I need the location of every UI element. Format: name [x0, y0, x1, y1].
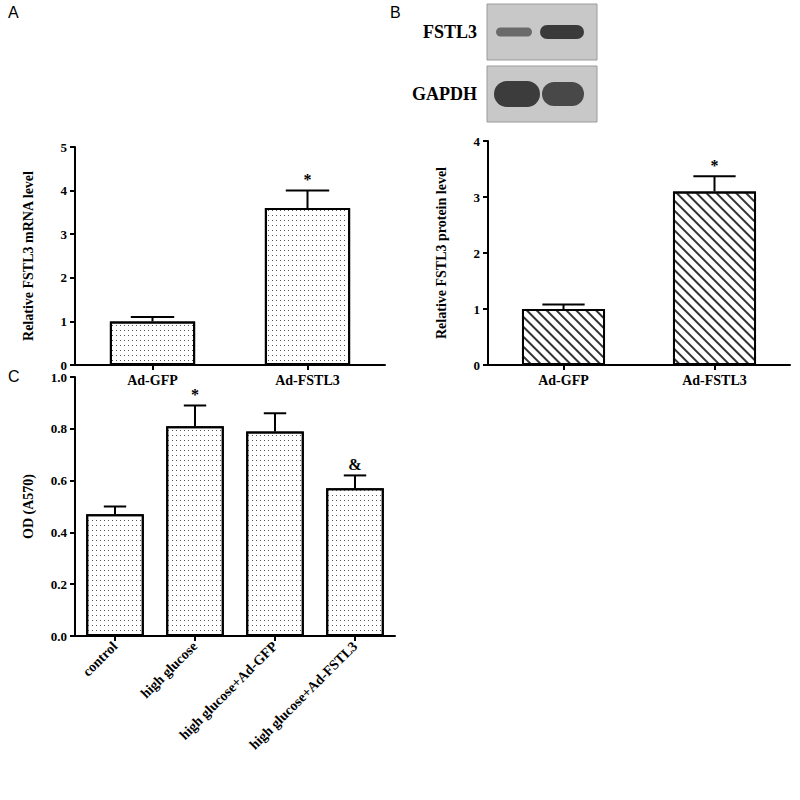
svg-text:4: 4 — [61, 183, 68, 198]
svg-text:high glucose+Ad-GFP: high glucose+Ad-GFP — [176, 638, 281, 743]
svg-text:control: control — [80, 639, 121, 680]
svg-text:*: * — [191, 386, 199, 403]
svg-text:2: 2 — [474, 246, 481, 261]
svg-text:3: 3 — [474, 190, 481, 205]
svg-text:0.2: 0.2 — [51, 577, 67, 592]
svg-text:1: 1 — [61, 314, 68, 329]
svg-text:1: 1 — [474, 302, 481, 317]
svg-text:A: A — [8, 4, 19, 21]
svg-text:0.0: 0.0 — [51, 629, 67, 644]
svg-text:GAPDH: GAPDH — [412, 84, 477, 104]
svg-text:Ad-FSTL3: Ad-FSTL3 — [275, 373, 340, 388]
svg-text:0: 0 — [474, 358, 481, 373]
svg-text:*: * — [304, 171, 312, 188]
svg-text:B: B — [390, 4, 401, 21]
svg-text:Ad-GFP: Ad-GFP — [127, 373, 178, 388]
svg-text:0.4: 0.4 — [51, 525, 68, 540]
svg-text:0.8: 0.8 — [51, 421, 68, 436]
svg-text:OD (A570): OD (A570) — [21, 474, 37, 539]
svg-text:1.0: 1.0 — [51, 370, 67, 385]
svg-text:Ad-GFP: Ad-GFP — [538, 373, 589, 388]
svg-text:2: 2 — [61, 270, 68, 285]
svg-text:high glucose: high glucose — [138, 639, 201, 702]
svg-text:&: & — [348, 456, 361, 473]
svg-text:C: C — [8, 368, 20, 385]
svg-text:3: 3 — [61, 227, 68, 242]
svg-text:*: * — [711, 157, 719, 174]
svg-text:FSTL3: FSTL3 — [423, 22, 477, 42]
svg-text:0.6: 0.6 — [51, 473, 68, 488]
svg-text:Relative FSTL3 protein level: Relative FSTL3 protein level — [434, 167, 449, 339]
svg-text:high glucose+Ad-FSTL3: high glucose+Ad-FSTL3 — [247, 639, 361, 753]
svg-text:5: 5 — [61, 140, 68, 155]
svg-text:Ad-FSTL3: Ad-FSTL3 — [682, 373, 747, 388]
svg-text:4: 4 — [474, 134, 481, 149]
svg-text:Relative FSTL3 mRNA level: Relative FSTL3 mRNA level — [21, 171, 36, 341]
svg-text:0: 0 — [60, 357, 67, 373]
